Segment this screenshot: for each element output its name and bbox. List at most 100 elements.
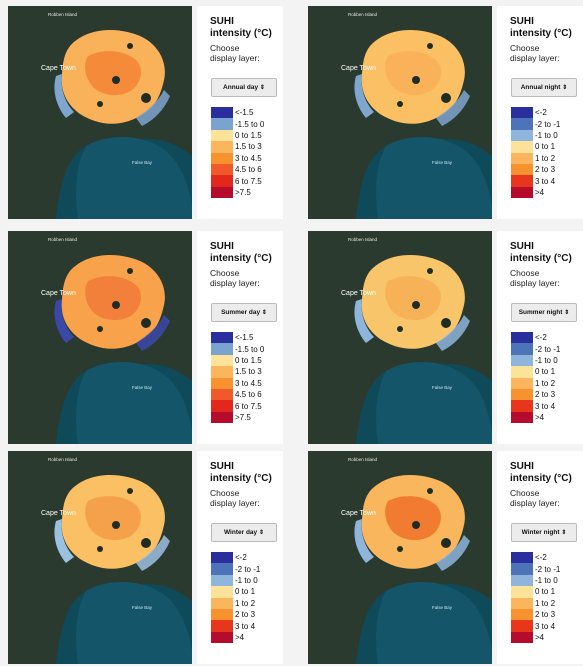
legend-title: SUHI intensity (°C)	[210, 16, 272, 40]
legend-swatch	[211, 377, 233, 389]
legend-row: 2 to 3	[511, 608, 560, 621]
title-line: intensity (°C)	[210, 253, 272, 264]
legend-label: -1.5 to 0	[235, 344, 265, 354]
display-layer-select[interactable]: Winter night ⇕	[511, 523, 577, 542]
suhi-panel: Robben Island Cape Town False Bay SUHI i…	[308, 231, 583, 444]
map-canvas[interactable]: Robben Island Cape Town False Bay	[8, 6, 192, 219]
urban-heat-core	[85, 276, 141, 321]
title-line: intensity (°C)	[510, 473, 572, 484]
urban-heat-core	[85, 51, 141, 96]
legend-row: 6 to 7.5	[211, 175, 264, 187]
legend-row: 0 to 1	[211, 586, 260, 598]
select-arrows-icon: ⇕	[261, 310, 267, 316]
legend-row: 3 to 4	[511, 620, 560, 632]
selected-layer: Summer night	[518, 309, 563, 316]
urban-heat-edge-east	[136, 535, 170, 571]
map-canvas[interactable]: Robben Island Cape Town False Bay	[8, 451, 192, 664]
map-view[interactable]: Robben Island Cape Town False Bay	[308, 6, 492, 219]
legend-row: 1 to 2	[511, 152, 560, 164]
map-canvas[interactable]: Robben Island Cape Town False Bay	[8, 231, 192, 444]
legend-label: >7.5	[235, 412, 251, 422]
legend-swatch	[511, 186, 533, 199]
choose-layer-label: Choose display layer:	[210, 43, 260, 63]
city-label: Cape Town	[341, 65, 376, 72]
display-layer-select[interactable]: Annual day ⇕	[211, 78, 277, 97]
map-view[interactable]: Robben Island Cape Town False Bay	[8, 451, 192, 664]
unheated-patch	[397, 101, 403, 107]
legend-swatch	[511, 597, 533, 609]
display-layer-select[interactable]: Summer day ⇕	[211, 303, 277, 322]
bay-label: False Bay	[432, 605, 453, 610]
choose-line: Choose	[510, 268, 540, 278]
legend-swatch	[211, 631, 233, 644]
legend-label: >4	[535, 632, 545, 642]
legend-row: 3 to 4	[211, 620, 260, 632]
legend-row: >4	[511, 631, 560, 644]
legend-swatch	[211, 388, 233, 401]
legend-label: 1 to 2	[535, 153, 556, 163]
legend-swatch	[211, 186, 233, 199]
display-layer-select[interactable]: Summer night ⇕	[511, 303, 577, 322]
legend-swatch	[211, 366, 233, 378]
legend-label: -2 to -1	[235, 564, 261, 574]
legend-row: >4	[211, 631, 260, 644]
unheated-patch	[412, 521, 420, 529]
map-canvas[interactable]: Robben Island Cape Town False Bay	[308, 6, 492, 219]
legend-row: 3 to 4	[511, 400, 560, 412]
legend-row: 3 to 4	[511, 175, 560, 187]
unheated-patch	[127, 488, 133, 494]
legend-row: 0 to 1.5	[211, 129, 264, 142]
legend-panel: SUHI intensity (°C) Choose display layer…	[497, 451, 583, 664]
island-label: Robben Island	[348, 12, 378, 17]
unheated-patch	[97, 101, 103, 107]
legend-row: >7.5	[211, 411, 264, 424]
legend-swatch	[511, 141, 533, 153]
map-canvas[interactable]: Robben Island Cape Town False Bay	[308, 451, 492, 664]
legend-row: 1 to 2	[511, 377, 560, 389]
legend-label: <-2	[535, 333, 547, 343]
map-view[interactable]: Robben Island Cape Town False Bay	[8, 6, 192, 219]
legend-row: -1 to 0	[511, 129, 560, 142]
legend-swatch	[211, 552, 233, 564]
legend-label: 0 to 1	[535, 367, 556, 377]
legend-swatch	[211, 129, 233, 142]
choose-layer-label: Choose display layer:	[510, 43, 560, 63]
legend-panel: SUHI intensity (°C) Choose display layer…	[197, 231, 283, 444]
legend-swatch	[211, 608, 233, 621]
legend-swatch	[211, 175, 233, 187]
urban-heat-edge	[54, 299, 74, 343]
legend-label: 6 to 7.5	[235, 401, 262, 411]
legend-swatch	[511, 366, 533, 378]
map-canvas[interactable]: Robben Island Cape Town False Bay	[308, 231, 492, 444]
legend-row: -1.5 to 0	[211, 118, 264, 130]
legend-label: <-1.5	[235, 108, 254, 118]
legend-swatch	[511, 163, 533, 176]
unheated-patch	[127, 43, 133, 49]
legend-row: 1 to 2	[511, 597, 560, 609]
unheated-patch	[141, 318, 151, 328]
legend-label: -1 to 0	[535, 575, 558, 585]
choose-line: display layer:	[210, 498, 260, 508]
display-layer-select[interactable]: Winter day ⇕	[211, 523, 277, 542]
title-line: intensity (°C)	[210, 28, 272, 39]
choose-line: Choose	[210, 268, 240, 278]
choose-layer-label: Choose display layer:	[510, 268, 560, 288]
legend-label: 3 to 4	[235, 621, 256, 631]
legend-row: >4	[511, 411, 560, 424]
legend-row: <-2	[511, 107, 560, 119]
legend-row: <-1.5	[211, 332, 264, 344]
select-arrows-icon: ⇕	[561, 530, 567, 536]
urban-heat-core	[385, 51, 441, 96]
city-label: Cape Town	[341, 510, 376, 517]
legend-title: SUHI intensity (°C)	[510, 461, 572, 485]
urban-heat-edge	[354, 74, 374, 118]
legend-swatch	[211, 620, 233, 632]
map-view[interactable]: Robben Island Cape Town False Bay	[8, 231, 192, 444]
choose-line: Choose	[210, 488, 240, 498]
legend-title: SUHI intensity (°C)	[210, 241, 272, 265]
choose-line: Choose	[210, 43, 240, 53]
legend-label: 0 to 1.5	[235, 355, 262, 365]
map-view[interactable]: Robben Island Cape Town False Bay	[308, 231, 492, 444]
map-view[interactable]: Robben Island Cape Town False Bay	[308, 451, 492, 664]
display-layer-select[interactable]: Annual night ⇕	[511, 78, 577, 97]
